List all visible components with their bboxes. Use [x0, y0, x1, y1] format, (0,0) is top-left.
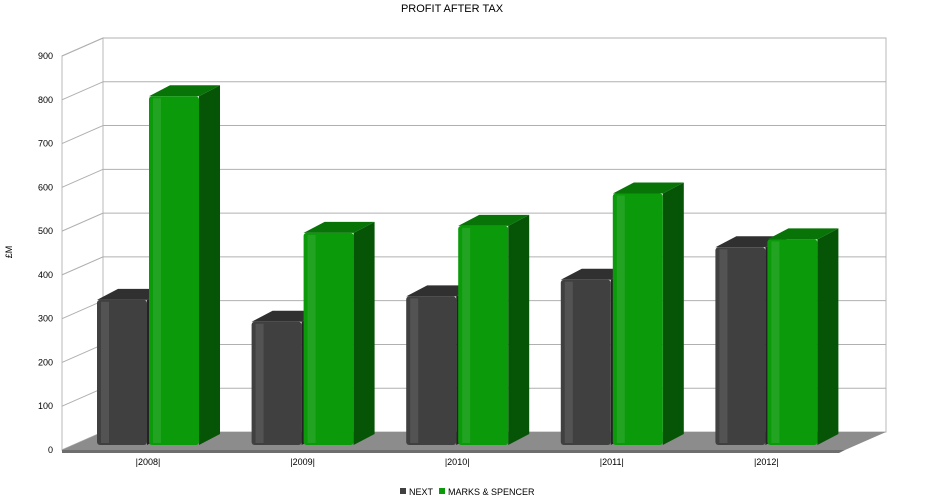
bar-front [560, 279, 611, 445]
bar-side [662, 182, 684, 445]
bar-highlight [564, 281, 573, 443]
y-tick-label: 700 [38, 139, 53, 149]
x-tick-label: |2009| [290, 457, 315, 467]
y-tick-label: 0 [48, 445, 53, 455]
bar-front [97, 299, 147, 445]
gridline-side [61, 300, 104, 320]
bar-top [767, 228, 839, 240]
bar-highlight [771, 241, 780, 443]
y-tick-label: 100 [38, 401, 53, 411]
y-tick-label: 400 [38, 270, 53, 280]
legend: NEXT MARKS & SPENCER [400, 487, 535, 497]
legend-label: NEXT [409, 487, 434, 497]
bar-front [251, 321, 302, 445]
bar-highlight [462, 227, 471, 443]
gridline-side [61, 37, 104, 57]
bar-side [353, 221, 375, 445]
bar [149, 85, 220, 445]
bar-highlight [719, 249, 728, 443]
gridline-side [61, 212, 104, 232]
bar-front [767, 239, 818, 445]
bar-highlight [101, 301, 109, 443]
y-tick-label: 300 [38, 314, 53, 324]
bar-front [458, 225, 509, 445]
bars [97, 85, 839, 445]
y-axis-label: £M [4, 246, 14, 259]
gridline-side [61, 387, 104, 407]
bar-side [817, 228, 839, 445]
bar-front [612, 193, 663, 445]
x-tick-label: |2012| [754, 457, 779, 467]
y-tick-label: 500 [38, 226, 53, 236]
y-tick-label: 600 [38, 182, 53, 192]
gridline-side [61, 81, 104, 101]
bar [458, 214, 530, 445]
y-tick-label: 200 [38, 357, 53, 367]
bar [612, 182, 684, 445]
bar-top [458, 214, 530, 226]
bar-highlight [307, 234, 316, 443]
gridline-side [61, 343, 104, 363]
gridline-side [61, 125, 104, 145]
bar-front [715, 247, 766, 445]
legend-swatch [400, 488, 406, 494]
legend-label: MARKS & SPENCER [448, 487, 535, 497]
y-tick-label: 900 [38, 51, 53, 61]
bar-highlight [410, 298, 419, 443]
bar-top [149, 85, 220, 97]
bar-side [508, 214, 530, 445]
x-tick-label: |2010| [445, 457, 470, 467]
bar-top [303, 221, 375, 233]
bar-highlight [153, 98, 161, 443]
side-wall [61, 37, 104, 451]
bar-front [303, 232, 354, 445]
legend-item: NEXT [400, 487, 434, 497]
bar-top [612, 182, 684, 194]
y-tick-label: 800 [38, 95, 53, 105]
floor-edge [62, 450, 845, 453]
bar-front [149, 96, 199, 445]
gridline-side [61, 256, 104, 276]
bar-highlight [255, 323, 264, 443]
legend-item: MARKS & SPENCER [439, 487, 535, 497]
x-tick-label: |2008| [136, 457, 161, 467]
gridline-side [61, 168, 104, 188]
chart-title: PROFIT AFTER TAX [401, 3, 504, 15]
legend-swatch [439, 488, 445, 494]
bar-front [406, 296, 457, 445]
x-axis-ticks: |2008| |2009| |2010| |2011| |2012| [136, 457, 779, 467]
y-axis-ticks: 0 100 200 300 400 500 600 700 800 900 [38, 51, 53, 455]
x-tick-label: |2011| [600, 457, 624, 467]
bar-highlight [616, 195, 625, 443]
bar-side [199, 85, 220, 445]
bar [767, 228, 839, 445]
bar [303, 221, 375, 445]
